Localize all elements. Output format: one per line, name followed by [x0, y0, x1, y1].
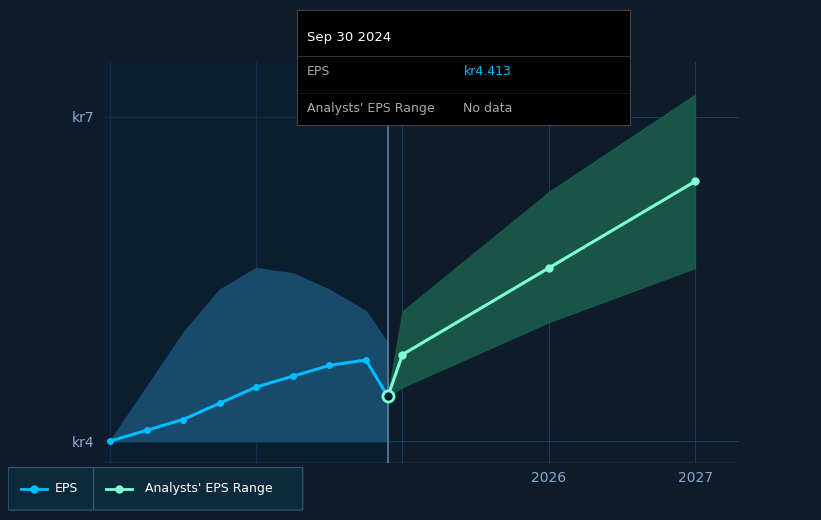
- Text: Actual: Actual: [344, 100, 383, 113]
- Text: EPS: EPS: [307, 66, 331, 79]
- FancyBboxPatch shape: [94, 467, 303, 510]
- Text: EPS: EPS: [55, 483, 79, 495]
- Text: No data: No data: [463, 102, 513, 115]
- Bar: [103, 62, 388, 463]
- Text: kr4.413: kr4.413: [463, 66, 511, 79]
- FancyBboxPatch shape: [8, 467, 94, 510]
- Text: Analysts' EPS Range: Analysts' EPS Range: [144, 483, 273, 495]
- Text: Analysts' EPS Range: Analysts' EPS Range: [307, 102, 435, 115]
- Text: Sep 30 2024: Sep 30 2024: [307, 31, 392, 44]
- Text: Analysts Forecasts: Analysts Forecasts: [400, 100, 516, 113]
